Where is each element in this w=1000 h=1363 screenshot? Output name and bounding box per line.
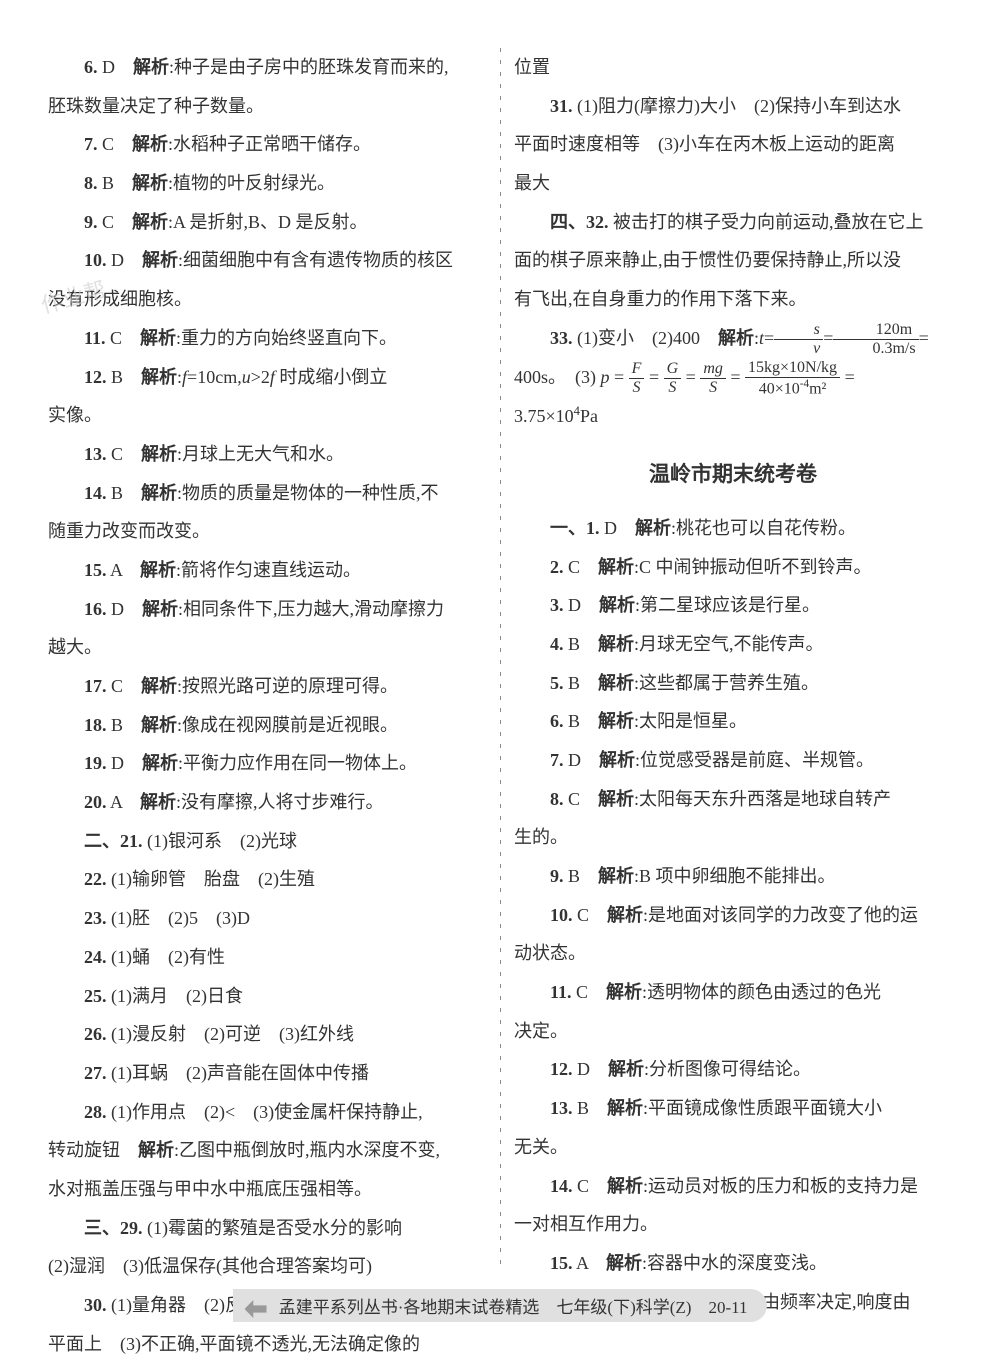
q-10: 10. C 解析:是地面对该同学的力改变了他的运 [514, 896, 952, 935]
item-21: 二、21. (1)银河系 (2)光球 [48, 822, 486, 861]
item-16-cont: 越大。 [48, 628, 486, 667]
item-18: 18. B 解析:像成在视网膜前是近视眼。 [48, 706, 486, 745]
item-23: 23. (1)胚 (2)5 (3)D [48, 899, 486, 938]
item-29: 三、29. (1)霉菌的繁殖是否受水分的影响 [48, 1209, 486, 1248]
q-10-cont: 动状态。 [514, 934, 952, 973]
q-8: 8. C 解析:太阳每天东升西落是地球自转产 [514, 780, 952, 819]
item-25: 25. (1)满月 (2)日食 [48, 977, 486, 1016]
item-24: 24. (1)蛹 (2)有性 [48, 938, 486, 977]
left-column: 6. D 解析:种子是由子房中的胚珠发育而来的, 胚珠数量决定了种子数量。 7.… [48, 48, 498, 1268]
item-6: 6. D 解析:种子是由子房中的胚珠发育而来的, [48, 48, 486, 87]
item-28: 28. (1)作用点 (2)< (3)使金属杆保持静止, [48, 1093, 486, 1132]
item-26: 26. (1)漫反射 (2)可逆 (3)红外线 [48, 1015, 486, 1054]
item-30d: 位置 [514, 48, 952, 87]
item-33r: 3.75×104Pa [514, 397, 952, 436]
item-14-cont: 随重力改变而改变。 [48, 512, 486, 551]
q-13-cont: 无关。 [514, 1128, 952, 1167]
item-22: 22. (1)输卵管 胎盘 (2)生殖 [48, 860, 486, 899]
item-31: 31. (1)阻力(摩擦力)大小 (2)保持小车到达水 [514, 87, 952, 126]
item-32-cont2: 有飞出,在自身重力的作用下落下来。 [514, 280, 952, 319]
item-9: 9. C 解析:A 是折射,B、D 是反射。 [48, 203, 486, 242]
item-16: 16. D 解析:相同条件下,压力越大,滑动摩擦力 [48, 590, 486, 629]
q-11-cont: 决定。 [514, 1012, 952, 1051]
item-12-cont: 实像。 [48, 396, 486, 435]
q-5: 5. B 解析:这些都属于营养生殖。 [514, 664, 952, 703]
q-14: 14. C 解析:运动员对板的压力和板的支持力是 [514, 1167, 952, 1206]
item-15: 15. A 解析:箭将作匀速直线运动。 [48, 551, 486, 590]
q-2: 2. C 解析:C 中闹钟振动但听不到铃声。 [514, 548, 952, 587]
item-17: 17. C 解析:按照光路可逆的原理可得。 [48, 667, 486, 706]
item-32: 四、32. 被击打的棋子受力向前运动,叠放在它上 [514, 203, 952, 242]
q-6: 6. B 解析:太阳是恒星。 [514, 702, 952, 741]
item-13: 13. C 解析:月球上无大气和水。 [48, 435, 486, 474]
q-13: 13. B 解析:平面镜成像性质跟平面镜大小 [514, 1089, 952, 1128]
q-7: 7. D 解析:位觉感受器是前庭、半规管。 [514, 741, 952, 780]
item-31-cont: 平面时速度相等 (3)小车在丙木板上运动的距离 [514, 125, 952, 164]
page-footer: 孟建平系列丛书·各地期末试卷精选 七年级(下)科学(Z) 20-11 [0, 1289, 1000, 1322]
item-31-cont2: 最大 [514, 164, 952, 203]
right-column: 位置 31. (1)阻力(摩擦力)大小 (2)保持小车到达水 平面时速度相等 (… [502, 48, 952, 1268]
item-12: 12. B 解析:f=10cm,u>2f 时成缩小倒立 [48, 358, 486, 397]
item-11: 11. C 解析:重力的方向始终竖直向下。 [48, 319, 486, 358]
q-12: 12. D 解析:分析图像可得结论。 [514, 1050, 952, 1089]
q-14-cont: 一对相互作用力。 [514, 1205, 952, 1244]
q-4: 4. B 解析:月球无空气,不能传声。 [514, 625, 952, 664]
content-columns: 6. D 解析:种子是由子房中的胚珠发育而来的, 胚珠数量决定了种子数量。 7.… [48, 48, 952, 1268]
footer-box: 孟建平系列丛书·各地期末试卷精选 七年级(下)科学(Z) 20-11 [233, 1289, 768, 1322]
item-10-cont: 没有形成细胞核。 [48, 280, 486, 319]
q-11: 11. C 解析:透明物体的颜色由透过的色光 [514, 973, 952, 1012]
item-28-cont: 转动旋钮 解析:乙图中瓶倒放时,瓶内水深度不变, [48, 1131, 486, 1170]
item-6-cont: 胚珠数量决定了种子数量。 [48, 87, 486, 126]
item-30-cont: 平面上 (3)不正确,平面镜不透光,无法确定像的 [48, 1325, 486, 1363]
item-8: 8. B 解析:植物的叶反射绿光。 [48, 164, 486, 203]
column-divider [498, 48, 502, 1268]
item-10: 10. D 解析:细菌细胞中有含有遗传物质的核区 [48, 241, 486, 280]
item-19: 19. D 解析:平衡力应作用在同一物体上。 [48, 744, 486, 783]
item-28-cont2: 水对瓶盖压强与甲中水中瓶底压强相等。 [48, 1170, 486, 1209]
item-32-cont: 面的棋子原来静止,由于惯性仍要保持静止,所以没 [514, 241, 952, 280]
item-14: 14. B 解析:物质的质量是物体的一种性质,不 [48, 474, 486, 513]
q-3: 3. D 解析:第二星球应该是行星。 [514, 586, 952, 625]
item-7: 7. C 解析:水稻种子正常晒干储存。 [48, 125, 486, 164]
item-29-cont: (2)湿润 (3)低温保存(其他合理答案均可) [48, 1247, 486, 1286]
item-20: 20. A 解析:没有摩擦,人将寸步难行。 [48, 783, 486, 822]
item-27: 27. (1)耳蜗 (2)声音能在固体中传播 [48, 1054, 486, 1093]
q-8-cont: 生的。 [514, 818, 952, 857]
arrow-icon [245, 1300, 267, 1318]
q-15: 15. A 解析:容器中水的深度变浅。 [514, 1244, 952, 1283]
item-33b: 400s。 (3) p = FS = GS = mgS = 15kg×10N/k… [514, 358, 952, 398]
footer-text: 孟建平系列丛书·各地期末试卷精选 七年级(下)科学(Z) 20-11 [279, 1298, 748, 1317]
section-title: 温岭市期末统考卷 [514, 452, 952, 497]
q-1: 一、1. D 解析:桃花也可以自花传粉。 [514, 509, 952, 548]
q-9: 9. B 解析:B 项中卵细胞不能排出。 [514, 857, 952, 896]
item-33: 33. (1)变小 (2)400 解析:t=sv=120m0.3m/s= [514, 319, 952, 358]
